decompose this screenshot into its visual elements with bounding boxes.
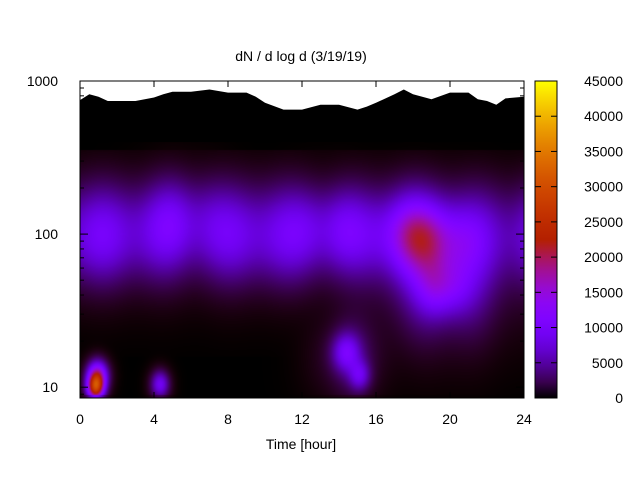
x-tick-label: 4	[150, 411, 158, 427]
x-tick-label: 0	[76, 411, 84, 427]
colorbar-tick-label: 35000	[584, 143, 623, 159]
colorbar-tick-label: 25000	[584, 214, 623, 230]
x-axis: 0 4 8 12 16 20 24	[76, 81, 532, 427]
colorbar-tick-label: 5000	[592, 355, 623, 371]
y-axis: 10 100 1000	[27, 73, 524, 395]
colorbar-tick-label: 40000	[584, 108, 623, 124]
colorbar-tick-label: 20000	[584, 249, 623, 265]
colorbar-gradient	[535, 81, 557, 398]
y-tick-label: 100	[35, 226, 59, 242]
x-tick-label: 12	[294, 411, 310, 427]
chart-title: dN / d log d (3/19/19)	[235, 48, 367, 64]
y-tick-label: 1000	[27, 73, 58, 89]
x-axis-label: Time [hour]	[266, 436, 336, 452]
x-tick-label: 8	[224, 411, 232, 427]
y-tick-label: 10	[42, 379, 58, 395]
above-ceiling-area	[80, 81, 524, 110]
plot-area	[80, 81, 524, 398]
colorbar-tick-label: 15000	[584, 284, 623, 300]
colorbar-tick-label: 0	[615, 390, 623, 406]
colorbar-tick-label: 30000	[584, 179, 623, 195]
x-tick-label: 20	[442, 411, 458, 427]
x-tick-label: 24	[516, 411, 532, 427]
colorbar-tick-label: 10000	[584, 320, 623, 336]
colorbar: 0 5000 10000 15000 20000 25000 30000 35000 40000…	[534, 73, 623, 406]
colorbar-frame	[534, 80, 558, 399]
colorbar-ticks: 0 5000 10000 15000 20000 25000 30000 35000 40000…	[535, 73, 623, 406]
x-tick-label: 16	[368, 411, 384, 427]
ceiling-band	[80, 89, 524, 142]
colorbar-tick-label: 45000	[584, 73, 623, 89]
